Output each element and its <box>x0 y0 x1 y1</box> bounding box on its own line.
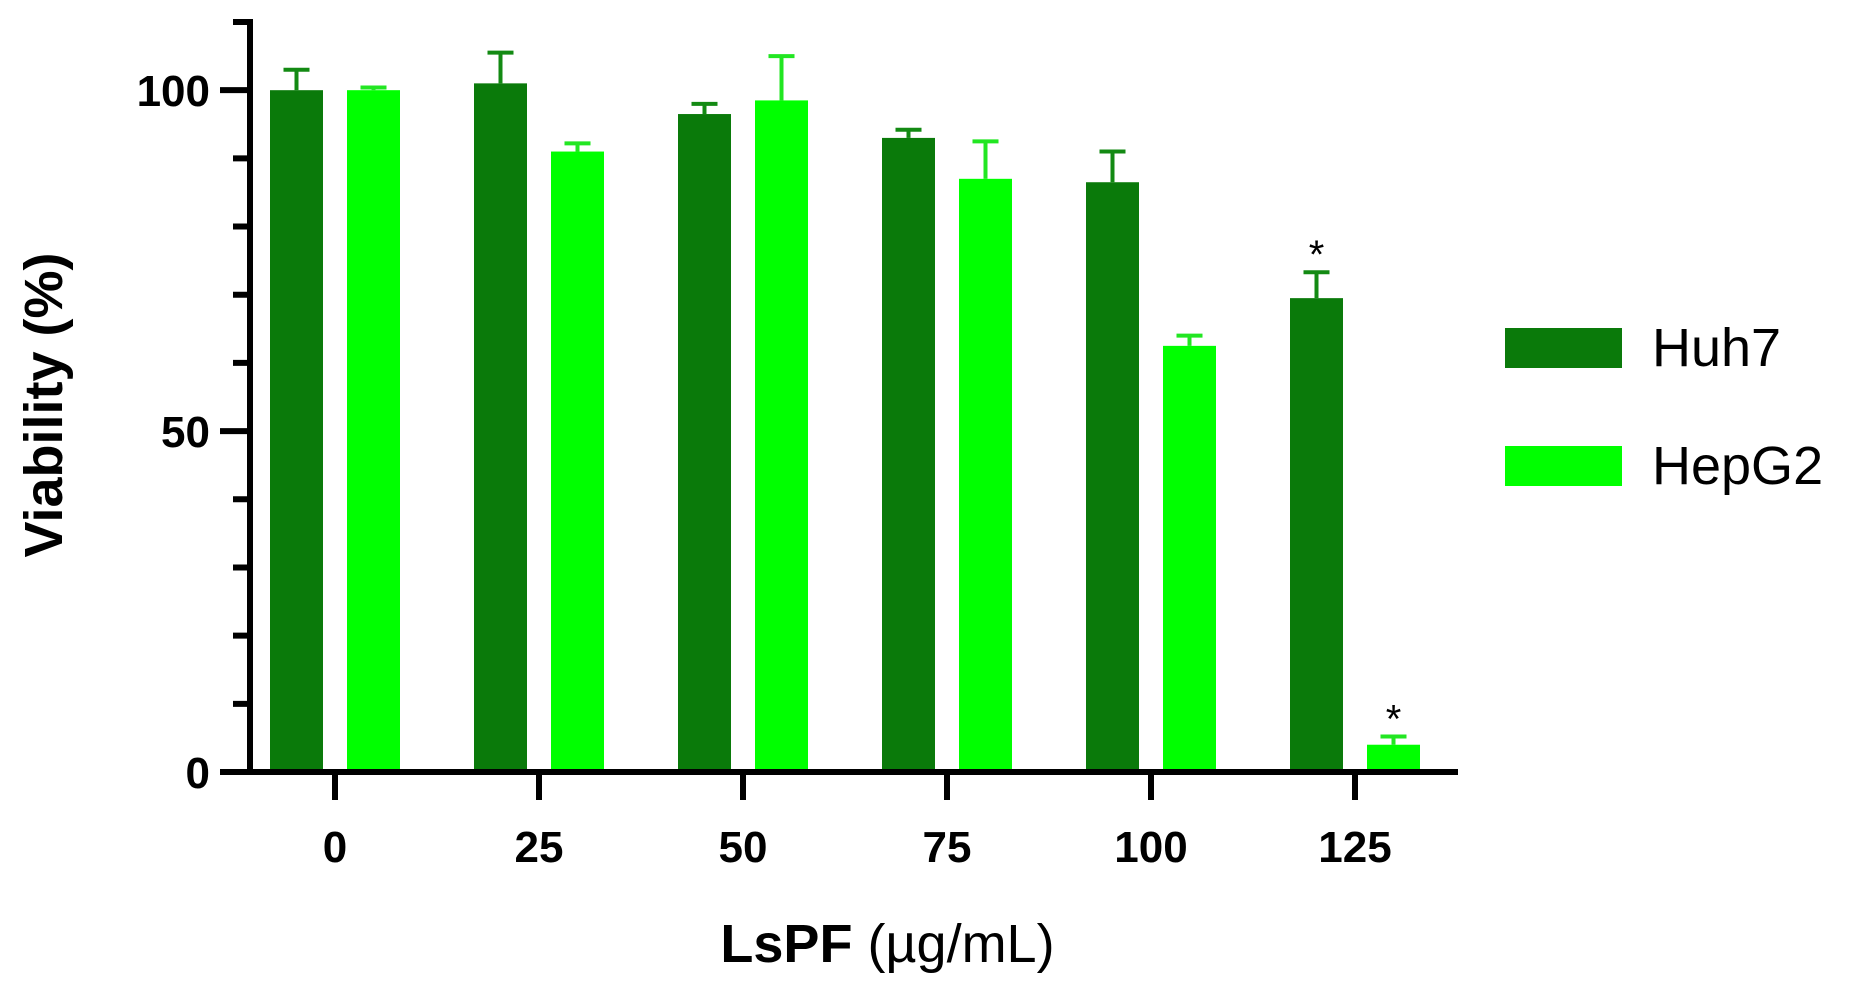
bar-hepg2-125 <box>1367 744 1420 772</box>
significance-marker: * <box>1309 233 1325 277</box>
labels-layer: Viability (%) LsPF (µg/mL) * * <box>14 233 1401 974</box>
legend-label-huh7: Huh7 <box>1652 318 1781 378</box>
bar-hepg2-25 <box>551 151 604 772</box>
bars-layer <box>270 83 1420 773</box>
axes-layer <box>247 19 1458 775</box>
legend-swatch-huh7 <box>1505 328 1622 368</box>
x-tick-label: 125 <box>1318 823 1391 872</box>
bar-huh7-75 <box>882 137 935 773</box>
x-tick-label: 75 <box>923 823 972 872</box>
y-axis-title: Viability (%) <box>14 252 74 557</box>
legend-swatch-hepg2 <box>1505 446 1622 486</box>
x-tick-label: 0 <box>323 823 347 872</box>
ticks-layer: 0 50 100 0 25 50 75 100 125 <box>137 19 1392 872</box>
y-tick-label: 0 <box>186 749 210 798</box>
bar-huh7-100 <box>1086 182 1139 772</box>
legend-label-hepg2: HepG2 <box>1652 436 1823 496</box>
y-tick-label: 50 <box>161 408 210 457</box>
bar-huh7-50 <box>678 114 731 772</box>
bar-hepg2-75 <box>959 178 1012 772</box>
bar-hepg2-50 <box>755 100 808 773</box>
bar-huh7-25 <box>474 83 527 772</box>
bar-huh7-125 <box>1290 298 1343 772</box>
x-axis-title-unit: (µg/mL) <box>852 914 1054 974</box>
x-axis-title-main: LsPF <box>720 914 852 974</box>
x-axis-title: LsPF (µg/mL) <box>720 914 1054 974</box>
x-tick-label: 50 <box>719 823 768 872</box>
bar-hepg2-100 <box>1163 345 1216 772</box>
significance-marker: * <box>1386 698 1402 742</box>
x-tick-label: 25 <box>515 823 564 872</box>
bar-huh7-0 <box>270 90 323 772</box>
x-tick-label: 100 <box>1114 823 1187 872</box>
legend: Huh7 HepG2 <box>1505 318 1823 496</box>
bar-hepg2-0 <box>347 90 400 772</box>
y-tick-label: 100 <box>137 67 210 116</box>
error-bars-layer <box>283 50 1407 745</box>
